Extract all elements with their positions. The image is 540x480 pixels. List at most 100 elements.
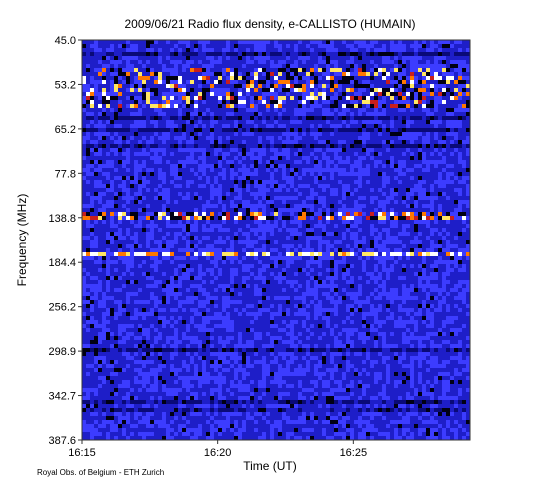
spectrogram-cell — [174, 124, 179, 129]
spectrogram-cell — [222, 208, 227, 213]
spectrogram-cell — [166, 56, 171, 61]
spectrogram-cell — [194, 112, 199, 117]
spectrogram-cell — [150, 148, 155, 153]
spectrogram-cell — [442, 52, 447, 57]
spectrogram-cell — [126, 180, 131, 185]
spectrogram-cell — [82, 136, 87, 141]
spectrogram-cell — [454, 100, 459, 105]
spectrogram-cell — [366, 108, 371, 113]
spectrogram-cell — [378, 224, 383, 229]
spectrogram-cell — [358, 188, 363, 193]
spectrogram-cell — [158, 188, 163, 193]
spectrogram-cell — [434, 44, 439, 49]
spectrogram-cell — [410, 212, 415, 217]
spectrogram-cell — [210, 100, 215, 105]
spectrogram-cell — [254, 100, 259, 105]
spectrogram-cell — [382, 52, 387, 57]
spectrogram-cell — [286, 184, 291, 189]
spectrogram-cell — [322, 192, 327, 197]
spectrogram-cell — [226, 160, 231, 165]
spectrogram-cell — [322, 164, 327, 169]
spectrogram-cell — [302, 160, 307, 165]
spectrogram-cell — [458, 164, 463, 169]
spectrogram-cell — [130, 100, 135, 105]
spectrogram-cell — [406, 224, 411, 229]
spectrogram-cell — [134, 200, 139, 205]
spectrogram-cell — [190, 172, 195, 177]
spectrogram-cell — [350, 228, 355, 233]
spectrogram-cell — [434, 180, 439, 185]
spectrogram-cell — [250, 188, 255, 193]
spectrogram-cell — [106, 140, 111, 145]
spectrogram-cell — [422, 104, 427, 109]
spectrogram-cell — [198, 40, 203, 45]
spectrogram-cell — [262, 220, 267, 225]
spectrogram-cell — [286, 228, 291, 233]
spectrogram-cell — [122, 88, 127, 93]
spectrogram-cell — [294, 184, 299, 189]
spectrogram-cell — [166, 160, 171, 165]
spectrogram-cell — [246, 244, 251, 249]
spectrogram-cell — [410, 56, 415, 61]
spectrogram-cell — [442, 132, 447, 137]
spectrogram-cell — [414, 172, 419, 177]
spectrogram-cell — [370, 180, 375, 185]
spectrogram-cell — [438, 136, 443, 141]
spectrogram-cell — [350, 72, 355, 77]
spectrogram-cell — [206, 128, 211, 133]
spectrogram-cell — [426, 180, 431, 185]
spectrogram-cell — [234, 120, 239, 125]
spectrogram-cell — [322, 228, 327, 233]
spectrogram-cell — [230, 244, 235, 249]
spectrogram-cell — [358, 100, 363, 105]
spectrogram-cell — [254, 244, 259, 249]
spectrogram-cell — [174, 76, 179, 81]
spectrogram-cell — [450, 192, 455, 197]
spectrogram-cell — [150, 176, 155, 181]
spectrogram-cell — [162, 92, 167, 97]
spectrogram-cell — [458, 132, 463, 137]
spectrogram-cell — [446, 200, 451, 205]
spectrogram-cell — [402, 124, 407, 129]
spectrogram-cell — [446, 192, 451, 197]
spectrogram-cell — [466, 68, 471, 73]
spectrogram-cell — [322, 132, 327, 137]
spectrogram-cell — [170, 240, 175, 245]
spectrogram-cell — [290, 156, 295, 161]
spectrogram-cell — [170, 40, 175, 45]
spectrogram-cell — [354, 200, 359, 205]
spectrogram-cell — [158, 240, 163, 245]
spectrogram-cell — [410, 204, 415, 209]
spectrogram-cell — [346, 200, 351, 205]
spectrogram-cell — [466, 184, 471, 189]
spectrogram-cell — [262, 180, 267, 185]
spectrogram-cell — [230, 188, 235, 193]
spectrogram-cell — [354, 168, 359, 173]
spectrogram-cell — [298, 216, 303, 221]
spectrogram-cell — [246, 196, 251, 201]
spectrogram-cell — [398, 136, 403, 141]
spectrogram-cell — [114, 72, 119, 77]
spectrogram-cell — [386, 120, 391, 125]
spectrogram-cell — [446, 216, 451, 221]
spectrogram-cell — [454, 52, 459, 57]
spectrogram-cell — [422, 140, 427, 145]
spectrogram-cell — [398, 88, 403, 93]
spectrogram-cell — [182, 164, 187, 169]
spectrogram-cell — [274, 60, 279, 65]
spectrogram-cell — [126, 44, 131, 49]
spectrogram-cell — [286, 124, 291, 129]
spectrogram-cell — [146, 124, 151, 129]
spectrogram-cell — [90, 164, 95, 169]
spectrogram-cell — [278, 44, 283, 49]
spectrogram-cell — [86, 104, 91, 109]
spectrogram-cell — [430, 184, 435, 189]
spectrogram-cell — [166, 236, 171, 241]
spectrogram-cell — [366, 56, 371, 61]
spectrogram-cell — [254, 172, 259, 177]
spectrogram-cell — [246, 96, 251, 101]
spectrogram-cell — [90, 128, 95, 133]
spectrogram-cell — [366, 168, 371, 173]
spectrogram-cell — [158, 200, 163, 205]
spectrogram-cell — [94, 120, 99, 125]
